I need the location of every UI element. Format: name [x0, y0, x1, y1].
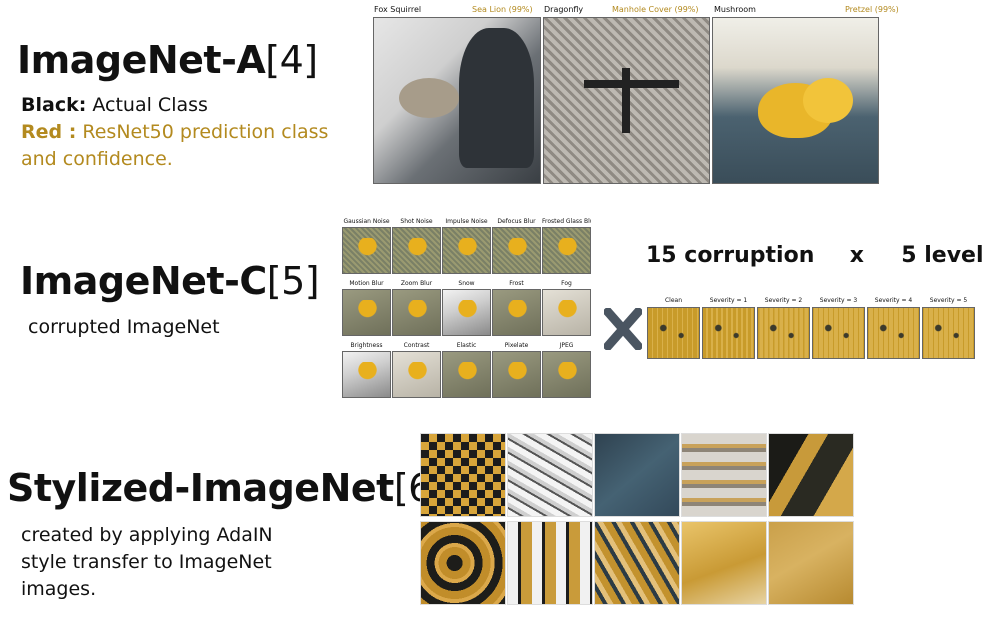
corruption-tile [542, 351, 591, 398]
severity-tile [812, 307, 865, 359]
stylized-tile [768, 433, 854, 517]
corruption-tile [442, 227, 491, 274]
corruption-label: Fog [561, 280, 572, 287]
severity-label: Severity = 4 [874, 297, 913, 304]
panel-3-pred: Pretzel (99%) [845, 5, 899, 14]
corruption-label: Elastic [456, 342, 477, 349]
severity-tile [647, 307, 700, 359]
stylized-tile [420, 433, 506, 517]
legend-red: Red : ResNet50 prediction class [21, 121, 329, 143]
corruption-tile [492, 227, 541, 274]
title-text: ImageNet-C [20, 259, 267, 303]
severity-row: Clean Severity = 1 Severity = 2 Severity = … [647, 296, 982, 360]
corruption-grid: Gaussian Noise Shot Noise Impulse Noise Def… [342, 216, 592, 398]
panel-1-pred: Sea Lion (99%) [472, 5, 533, 14]
stylized-tile [681, 433, 767, 517]
title-ref: [4] [265, 38, 318, 82]
severity-tile [757, 307, 810, 359]
corruption-tile [542, 289, 591, 336]
stylized-tile [594, 433, 680, 517]
severity-label: Severity = 2 [764, 297, 803, 304]
corruption-tile [442, 289, 491, 336]
corruption-label: Frost [509, 280, 524, 287]
corruption-label: Defocus Blur [497, 218, 536, 225]
corruption-tile [442, 351, 491, 398]
panel-3-actual: Mushroom [714, 5, 756, 14]
corruption-label: Gaussian Noise [343, 218, 390, 225]
corruption-label: JPEG [559, 342, 574, 349]
corruption-tile [392, 289, 441, 336]
corruption-tile [492, 351, 541, 398]
stylized-tile [768, 521, 854, 605]
imagenet-c-title: ImageNet-C[5] [20, 259, 320, 303]
panel-1-image [373, 17, 541, 184]
corruption-tile [342, 351, 391, 398]
corruption-label: Motion Blur [349, 280, 384, 287]
severity-tile [702, 307, 755, 359]
stylized-tile [681, 521, 767, 605]
stylized-tile [420, 521, 506, 605]
imagenet-a-title: ImageNet-A[4] [17, 38, 318, 82]
severity-tile [867, 307, 920, 359]
severity-tile [922, 307, 975, 359]
corruption-tile [492, 289, 541, 336]
corruption-label: Pixelate [504, 342, 529, 349]
cross-icon [604, 308, 642, 350]
corruption-label: Zoom Blur [400, 280, 433, 287]
corruption-label: Shot Noise [400, 218, 433, 225]
legend-red-cont: and confidence. [21, 148, 173, 170]
stylized-desc: created by applying AdaIN style transfer… [21, 524, 273, 600]
severity-label: Severity = 3 [819, 297, 858, 304]
severity-label: Severity = 5 [929, 297, 968, 304]
corruption-tile [342, 289, 391, 336]
stylized-tile [507, 521, 593, 605]
imagenet-c-subtitle: corrupted ImageNet [28, 316, 220, 338]
corruption-label: Impulse Noise [445, 218, 488, 225]
title-ref: [5] [266, 259, 320, 303]
corruption-tile [392, 351, 441, 398]
corruption-label: Frosted Glass Blur [542, 218, 591, 225]
panel-2-image [543, 17, 710, 184]
imagenet-a-legend: Black: Actual Class Red : ResNet50 predi… [21, 92, 328, 173]
panel-2-pred: Manhole Cover (99%) [612, 5, 699, 14]
stylized-tile [507, 433, 593, 517]
panel-2-actual: Dragonfly [544, 5, 584, 14]
corruption-tile [392, 227, 441, 274]
severity-label: Severity = 1 [709, 297, 748, 304]
stylized-tile [594, 521, 680, 605]
corruption-label: Contrast [403, 342, 430, 349]
title-text: Stylized-ImageNet [7, 466, 394, 510]
panel-3-image [712, 17, 879, 184]
corruption-label: Brightness [350, 342, 383, 349]
stylized-title: Stylized-ImageNet[6] [7, 466, 447, 510]
corruption-tile [342, 227, 391, 274]
severity-label: Clean [664, 297, 683, 304]
corruption-label: Snow [458, 280, 475, 287]
stylized-grid [420, 433, 854, 605]
title-text: ImageNet-A [17, 38, 266, 82]
corruption-count-label: 15 corruption x 5 level [646, 243, 984, 268]
legend-black: Black: Actual Class [21, 94, 208, 116]
corruption-tile [542, 227, 591, 274]
panel-1-actual: Fox Squirrel [374, 5, 422, 14]
